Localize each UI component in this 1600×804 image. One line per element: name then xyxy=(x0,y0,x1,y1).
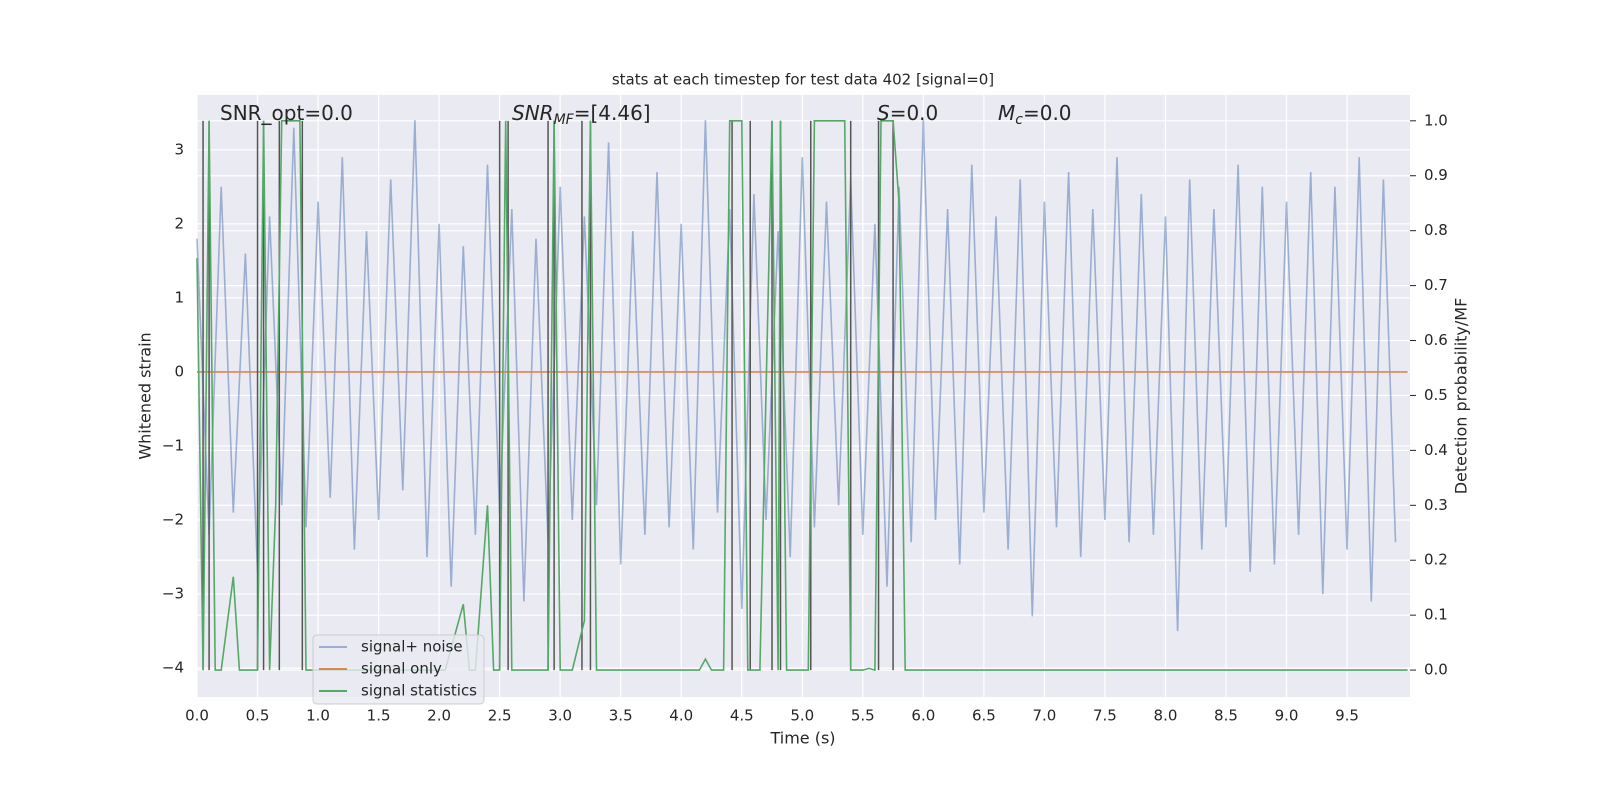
x-tick-label: 7.5 xyxy=(1093,707,1117,725)
y2-tick-label: 0.4 xyxy=(1424,441,1448,459)
y2-tick-label: 0.7 xyxy=(1424,276,1448,294)
x-tick-label: 6.0 xyxy=(911,707,935,725)
y2-tick-label: 0.9 xyxy=(1424,166,1448,184)
x-tick-label: 5.5 xyxy=(851,707,875,725)
annotation-main: SNR_opt=0.0 xyxy=(220,101,353,125)
chart-title: stats at each timestep for test data 402… xyxy=(612,71,994,89)
x-tick-label: 4.0 xyxy=(669,707,693,725)
y2-tick-label: 0.3 xyxy=(1424,496,1448,514)
y-tick-label: 3 xyxy=(174,140,184,158)
legend-box xyxy=(312,634,485,705)
x-tick-label: 9.0 xyxy=(1275,707,1299,725)
y-tick-label: 0 xyxy=(174,362,184,380)
y-axis-label: Whitened strain xyxy=(136,332,155,459)
annotation-sub: c xyxy=(1015,112,1023,128)
annotation: SNRMF=[4.46] xyxy=(512,101,651,129)
x-tick-label: 1.5 xyxy=(367,707,391,725)
x-tick-label: 3.5 xyxy=(609,707,633,725)
annotation-rest: =0.0 xyxy=(1023,101,1072,125)
y2-tick-label: 0.1 xyxy=(1424,606,1448,624)
x-axis-label: Time (s) xyxy=(769,729,835,748)
series-line xyxy=(196,120,1408,672)
x-tick-label: 7.0 xyxy=(1032,707,1056,725)
annotation-rest: =0.0 xyxy=(890,101,939,125)
x-tick-label: 0.5 xyxy=(246,707,270,725)
grid xyxy=(196,95,1410,697)
annotation-rest: =[4.46] xyxy=(574,101,651,125)
annotation-main: SNR xyxy=(512,101,554,125)
y-tick-label: 1 xyxy=(174,288,184,306)
annotation: SNR_opt=0.0 xyxy=(220,101,353,125)
x-tick-label: 2.5 xyxy=(488,707,512,725)
y-tick-label: −3 xyxy=(162,585,184,603)
legend-label: signal statistics xyxy=(361,682,477,700)
y2-tick-label: 0.5 xyxy=(1424,386,1448,404)
y-tick-label: −2 xyxy=(162,511,184,529)
y-tick-label: −1 xyxy=(162,436,184,454)
x-tick-label: 1.0 xyxy=(306,707,330,725)
x-tick-label: 9.5 xyxy=(1335,707,1359,725)
x-tick-label: 8.5 xyxy=(1214,707,1238,725)
y-tick-label: 2 xyxy=(174,214,184,232)
x-tick-label: 0.0 xyxy=(185,707,209,725)
series-line xyxy=(196,120,1397,632)
marks xyxy=(196,120,1408,672)
x-tick-label: 4.5 xyxy=(730,707,754,725)
annotation-main: M xyxy=(998,101,1015,125)
x-tick-label: 6.5 xyxy=(972,707,996,725)
y2-tick-label: 1.0 xyxy=(1424,111,1448,129)
y2-axis-label: Detection probability/MF xyxy=(1452,298,1471,495)
x-tick-label: 3.0 xyxy=(548,707,572,725)
legend-label: signal only xyxy=(361,660,442,678)
annotation-sub: MF xyxy=(554,112,575,128)
x-tick-label: 2.0 xyxy=(427,707,451,725)
y2-tick-label: 0.0 xyxy=(1424,661,1448,679)
y2-tick-label: 0.2 xyxy=(1424,551,1448,569)
y2-tick-label: 0.6 xyxy=(1424,331,1448,349)
annotation: Mc=0.0 xyxy=(998,101,1072,129)
y2-tick-label: 0.8 xyxy=(1424,221,1448,239)
annotations: SNR_opt=0.0 SNRMF=[4.46] S=0.0 Mc=0.0 xyxy=(220,101,1072,129)
y-tick-label: −4 xyxy=(162,659,184,677)
x-tick-label: 8.0 xyxy=(1154,707,1178,725)
legend-label: signal+ noise xyxy=(361,638,463,656)
annotation-main: S xyxy=(877,101,890,125)
annotation: S=0.0 xyxy=(877,101,938,125)
x-tick-label: 5.0 xyxy=(790,707,814,725)
legend: signal+ noise signal only signal statistic… xyxy=(312,634,485,705)
